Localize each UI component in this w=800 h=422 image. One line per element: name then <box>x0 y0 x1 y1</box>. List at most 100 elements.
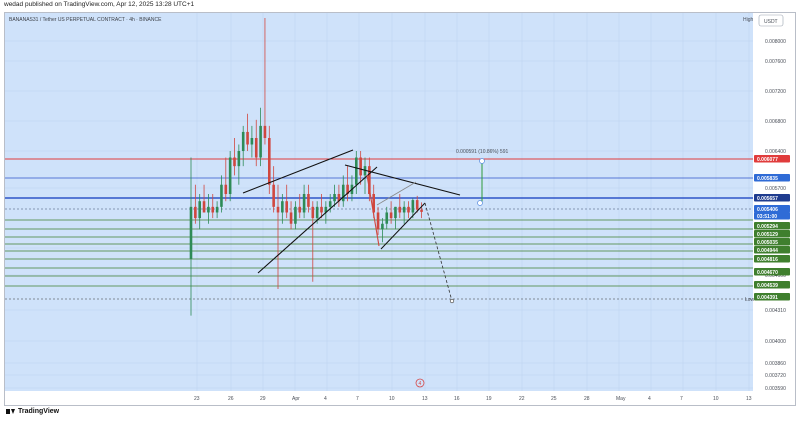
trend-line <box>242 149 354 194</box>
event-marker-icon[interactable] <box>415 378 425 388</box>
candle-body <box>241 131 245 152</box>
price-tag <box>754 268 790 276</box>
price-tag-label: 0.004944 <box>757 248 778 254</box>
time-tick-label: 13 <box>422 396 428 402</box>
price-tag <box>754 194 790 202</box>
price-chart[interactable]: BANANAS31 / Tether US PERPETUAL CONTRACT… <box>5 13 795 405</box>
candle-body <box>268 138 271 185</box>
time-tick-label: 29 <box>260 396 266 402</box>
time-tick-label: 26 <box>228 396 234 402</box>
price-tags: 0.006077 0.005835 0.005657 0.00540603:51:00… <box>754 155 790 301</box>
candle-body <box>263 125 267 138</box>
target-point-icon <box>449 298 455 304</box>
grid <box>5 13 753 391</box>
time-tick-label: 13 <box>746 396 752 402</box>
trend-line <box>380 202 426 250</box>
measure-label: 0.000591 (10.86%) 591 <box>456 149 508 155</box>
price-tag <box>754 222 790 230</box>
price-tick-label: 0.004000 <box>765 339 786 345</box>
trend-line <box>366 174 380 247</box>
candle-body <box>311 206 315 219</box>
trend-line <box>344 164 461 196</box>
time-tick-label: 7 <box>356 396 359 402</box>
price-tick-label: 0.006400 <box>765 149 786 155</box>
measure-handle-icon <box>479 158 485 164</box>
candle-body <box>194 206 197 219</box>
price-tick-label: 0.006800 <box>765 119 786 125</box>
price-tag-label: 0.005129 <box>757 232 778 238</box>
price-tag-label: 0.005035 <box>757 240 778 246</box>
price-tag-label: 0.004539 <box>757 283 778 289</box>
price-tag-label: 0.004670 <box>757 270 778 276</box>
candle-body <box>224 184 228 195</box>
price-tick-label: 0.003590 <box>765 386 786 392</box>
measure-handle-icon <box>477 200 483 206</box>
high-label: High <box>743 17 754 23</box>
price-tag <box>754 255 790 263</box>
candle-body <box>407 206 410 213</box>
currency-button[interactable] <box>758 14 784 27</box>
price-tick-label: 0.003860 <box>765 361 786 367</box>
candle-body <box>398 206 402 213</box>
tradingview-logo-icon <box>6 408 15 415</box>
price-tag <box>754 230 790 238</box>
price-tag-label: 0.005406 <box>757 207 778 213</box>
price-tick-label: 0.005700 <box>765 186 786 192</box>
candle-body <box>246 131 249 145</box>
event-marker-label[interactable]: 4 <box>419 381 422 387</box>
time-tick-label: 23 <box>194 396 200 402</box>
candle-body <box>368 166 371 195</box>
currency-label[interactable]: USDT <box>764 19 778 25</box>
candle-body <box>355 157 358 185</box>
candle-body <box>324 206 328 213</box>
candle-body <box>211 206 215 213</box>
candle-body <box>346 184 349 195</box>
candle-body <box>415 200 419 210</box>
candle-body <box>333 194 336 202</box>
low-label: Low <box>745 297 755 303</box>
price-tag-label: 0.005835 <box>757 176 778 182</box>
price-tag-label: 0.004391 <box>757 295 778 301</box>
candle-body <box>285 201 288 213</box>
candle-body <box>237 151 241 167</box>
candle-body <box>281 201 284 213</box>
candle-body <box>341 184 345 202</box>
symbol-title: BANANAS31 / Tether US PERPETUAL CONTRACT… <box>9 17 162 23</box>
time-tick-label: 28 <box>584 396 590 402</box>
candle-body <box>250 138 254 145</box>
candle-body <box>254 138 258 158</box>
price-tick-label: 0.004600 <box>765 273 786 279</box>
candle-body <box>189 206 193 259</box>
price-tick-label: 0.007600 <box>765 59 786 65</box>
candle-body <box>294 206 297 224</box>
candle-body <box>298 206 302 213</box>
trend-line <box>257 166 378 274</box>
candle-body <box>315 206 319 219</box>
candle-body <box>202 201 206 213</box>
candle-body <box>289 212 293 224</box>
time-tick-label: 22 <box>519 396 525 402</box>
time-tick-labels: 23 26 29 Apr 4 7 10 13 16 19 22 25 28 May 4 7 10 13 <box>194 396 752 402</box>
plot-area <box>5 13 753 391</box>
price-tick-label: 0.004310 <box>765 308 786 314</box>
trend-line <box>376 181 417 206</box>
time-tick-label: Apr <box>292 396 300 402</box>
candle-body <box>207 206 210 213</box>
candle-body <box>394 206 397 219</box>
candle-body <box>272 184 275 207</box>
price-tag <box>754 238 790 246</box>
price-tick-label: 0.008000 <box>765 39 786 45</box>
trend-line <box>424 202 453 302</box>
candles <box>189 18 423 316</box>
price-tag <box>754 281 790 289</box>
time-tick-label: 4 <box>324 396 327 402</box>
candle-body <box>359 157 362 176</box>
candle-body <box>328 201 332 207</box>
time-tick-label: 4 <box>648 396 651 402</box>
price-tag-label: 0.006077 <box>757 157 778 163</box>
candle-body <box>215 206 219 213</box>
tradingview-logo: TradingView <box>6 408 59 415</box>
candle-body <box>385 212 389 224</box>
candle-body <box>363 166 367 176</box>
time-tick-label: 16 <box>454 396 460 402</box>
